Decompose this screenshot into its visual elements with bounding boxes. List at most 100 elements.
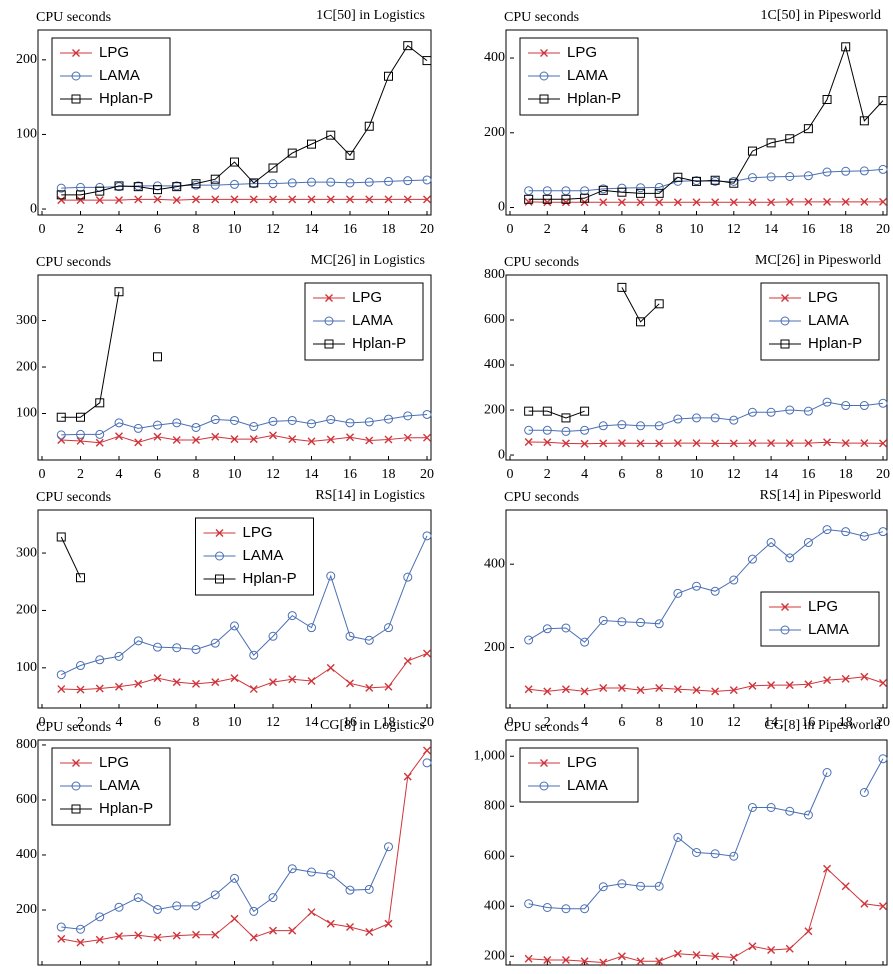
data-point xyxy=(76,429,85,439)
legend-marker xyxy=(215,551,224,561)
legend-marker xyxy=(780,339,790,349)
data-point xyxy=(524,685,533,694)
data-point xyxy=(542,406,552,416)
data-point xyxy=(230,621,239,631)
y-tick-label: 200 xyxy=(16,902,37,917)
data-point xyxy=(766,172,776,182)
data-point xyxy=(598,615,608,625)
data-point xyxy=(76,190,85,200)
x-tick-label: 16 xyxy=(801,972,815,974)
data-point xyxy=(542,425,552,435)
data-point xyxy=(692,951,701,959)
legend-marker xyxy=(780,316,790,326)
x-tick-label: 2 xyxy=(77,467,84,482)
data-point xyxy=(580,904,590,914)
data-point xyxy=(747,554,757,564)
data-point xyxy=(673,685,682,694)
data-point xyxy=(287,864,297,874)
x-tick-label: 20 xyxy=(876,222,890,237)
data-point xyxy=(95,935,104,944)
data-point xyxy=(133,182,143,192)
x-tick-label: 10 xyxy=(228,467,242,482)
y-tick-label: 300 xyxy=(16,545,37,560)
x-tick-label: 8 xyxy=(193,972,200,974)
y-axis-label: CPU seconds xyxy=(36,10,111,25)
legend-label: LAMA xyxy=(567,777,608,794)
series-line xyxy=(61,44,428,196)
data-point xyxy=(133,893,143,903)
data-point xyxy=(268,163,278,173)
data-point xyxy=(561,439,570,448)
series-line xyxy=(528,867,884,964)
chart-title: CG[8] in Pipesworld xyxy=(764,718,881,733)
data-point xyxy=(403,195,412,204)
data-point xyxy=(636,421,646,431)
series-line xyxy=(61,292,157,418)
data-point xyxy=(172,678,181,687)
y-axis-label: CPU seconds xyxy=(504,255,579,270)
data-point xyxy=(804,927,813,936)
data-point xyxy=(748,439,757,448)
data-point xyxy=(307,867,316,877)
legend-marker xyxy=(324,339,334,349)
legend-marker xyxy=(215,529,224,537)
data-point xyxy=(191,901,201,911)
series-line xyxy=(528,45,884,200)
data-point xyxy=(524,425,534,435)
legend-label: LPG xyxy=(567,44,597,61)
data-point xyxy=(95,186,105,196)
y-tick-label: 100 xyxy=(16,406,37,421)
y-tick-label: 0 xyxy=(498,447,505,462)
y-tick-label: 0 xyxy=(498,200,505,215)
data-point xyxy=(729,198,738,207)
y-tick-label: 0 xyxy=(30,201,37,216)
data-point xyxy=(673,588,683,598)
plot-frame xyxy=(37,509,432,709)
x-tick-label: 20 xyxy=(420,467,434,482)
x-tick-label: 16 xyxy=(343,972,357,974)
y-axis-label: CPU seconds xyxy=(504,490,579,505)
x-tick-label: 2 xyxy=(77,222,84,237)
data-point xyxy=(345,418,355,428)
data-point xyxy=(803,406,813,416)
data-point xyxy=(860,439,869,448)
data-point xyxy=(192,195,200,204)
x-tick-label: 16 xyxy=(801,715,815,730)
data-point xyxy=(692,198,701,207)
x-tick-label: 8 xyxy=(656,972,663,974)
data-point xyxy=(345,150,355,160)
data-point xyxy=(76,182,85,192)
data-point xyxy=(879,902,887,911)
x-tick-label: 20 xyxy=(876,715,890,730)
data-point xyxy=(115,432,123,441)
data-point xyxy=(729,575,739,585)
series-line xyxy=(61,653,428,691)
data-point xyxy=(542,903,552,912)
data-point xyxy=(747,407,757,417)
x-tick-label: 10 xyxy=(228,222,242,237)
data-point xyxy=(599,439,608,448)
data-point xyxy=(748,198,757,207)
data-point xyxy=(692,581,701,591)
legend-label: Hplan-P xyxy=(99,800,153,817)
data-point xyxy=(580,425,590,435)
y-tick-label: 400 xyxy=(484,50,505,65)
data-point xyxy=(617,683,626,692)
y-axis-label: CPU seconds xyxy=(36,490,111,505)
data-point xyxy=(191,179,201,189)
x-tick-label: 2 xyxy=(544,972,551,974)
series-line xyxy=(528,287,660,419)
data-point xyxy=(803,171,813,181)
data-point xyxy=(561,956,570,964)
data-point xyxy=(822,768,832,777)
y-tick-label: 600 xyxy=(484,848,505,863)
data-point xyxy=(636,881,646,891)
data-point xyxy=(859,531,869,541)
chart-title: MC[26] in Logistics xyxy=(311,253,425,268)
data-point xyxy=(133,636,143,646)
data-point xyxy=(384,919,393,928)
data-point xyxy=(859,166,869,176)
data-point xyxy=(766,138,776,148)
data-point xyxy=(654,421,664,431)
